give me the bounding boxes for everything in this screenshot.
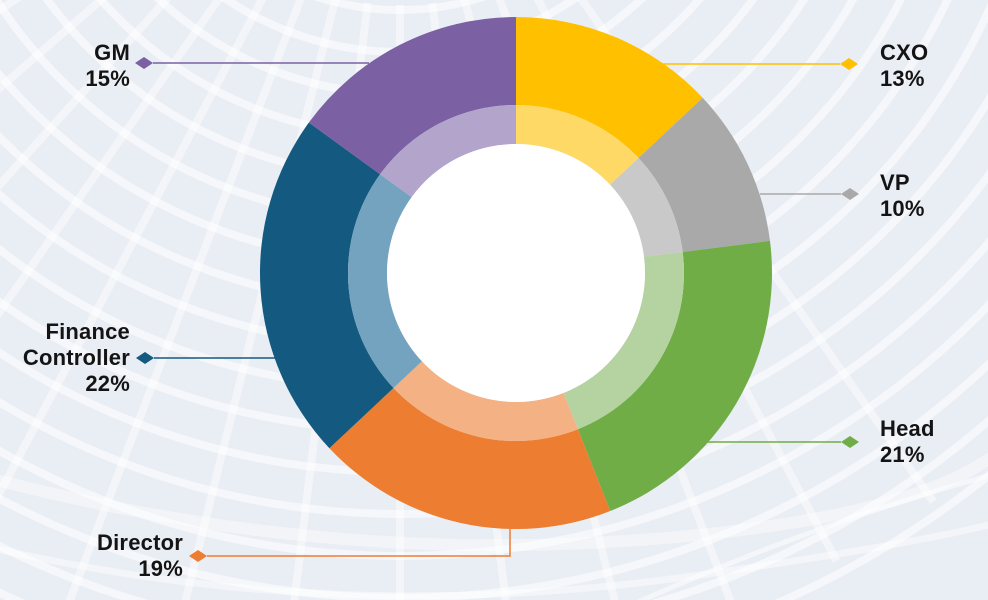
leader-lines [135,57,859,562]
label-gm: GM 15% [85,40,130,92]
label-head: Head 21% [880,416,935,468]
label-director: Director 19% [97,530,183,582]
label-vp: VP 10% [880,170,925,222]
donut-hole [387,144,645,402]
segment-name-gm: GM [94,40,130,65]
diamond-marker-gm [135,57,153,69]
segment-name-finance-controller: Finance Controller [22,319,130,370]
diamond-marker-head [841,436,859,448]
segment-finance-controller [260,122,394,449]
diamond-marker-finance-controller [136,352,154,364]
leader-line-director [207,529,511,557]
outer-ring [260,17,773,529]
segment-head [577,240,773,512]
segment-inner-finance-controller [348,174,422,389]
inner-ring [348,105,684,441]
label-finance-controller: Finance Controller 22% [0,319,130,397]
segment-value-vp: 10% [880,196,925,221]
segment-name-vp: VP [880,170,910,195]
segment-director [329,388,611,529]
segment-vp [638,97,770,252]
segment-inner-head [563,251,684,430]
segment-cxo [516,17,703,158]
segment-inner-gm [380,105,516,198]
segment-gm [308,17,516,175]
segment-name-cxo: CXO [880,40,929,65]
segment-value-finance-controller: 22% [85,371,130,396]
segment-value-director: 19% [138,556,183,581]
segment-inner-vp [610,157,683,257]
diamond-marker-director [189,550,207,562]
segment-inner-director [393,361,578,441]
segment-inner-cxo [516,105,639,185]
diamond-marker-vp [841,188,859,200]
segment-name-head: Head [880,416,935,441]
segment-value-gm: 15% [85,66,130,91]
segment-name-director: Director [97,530,183,555]
label-cxo: CXO 13% [880,40,928,92]
segment-value-cxo: 13% [880,66,925,91]
diamond-marker-cxo [840,58,858,70]
segment-value-head: 21% [880,442,925,467]
